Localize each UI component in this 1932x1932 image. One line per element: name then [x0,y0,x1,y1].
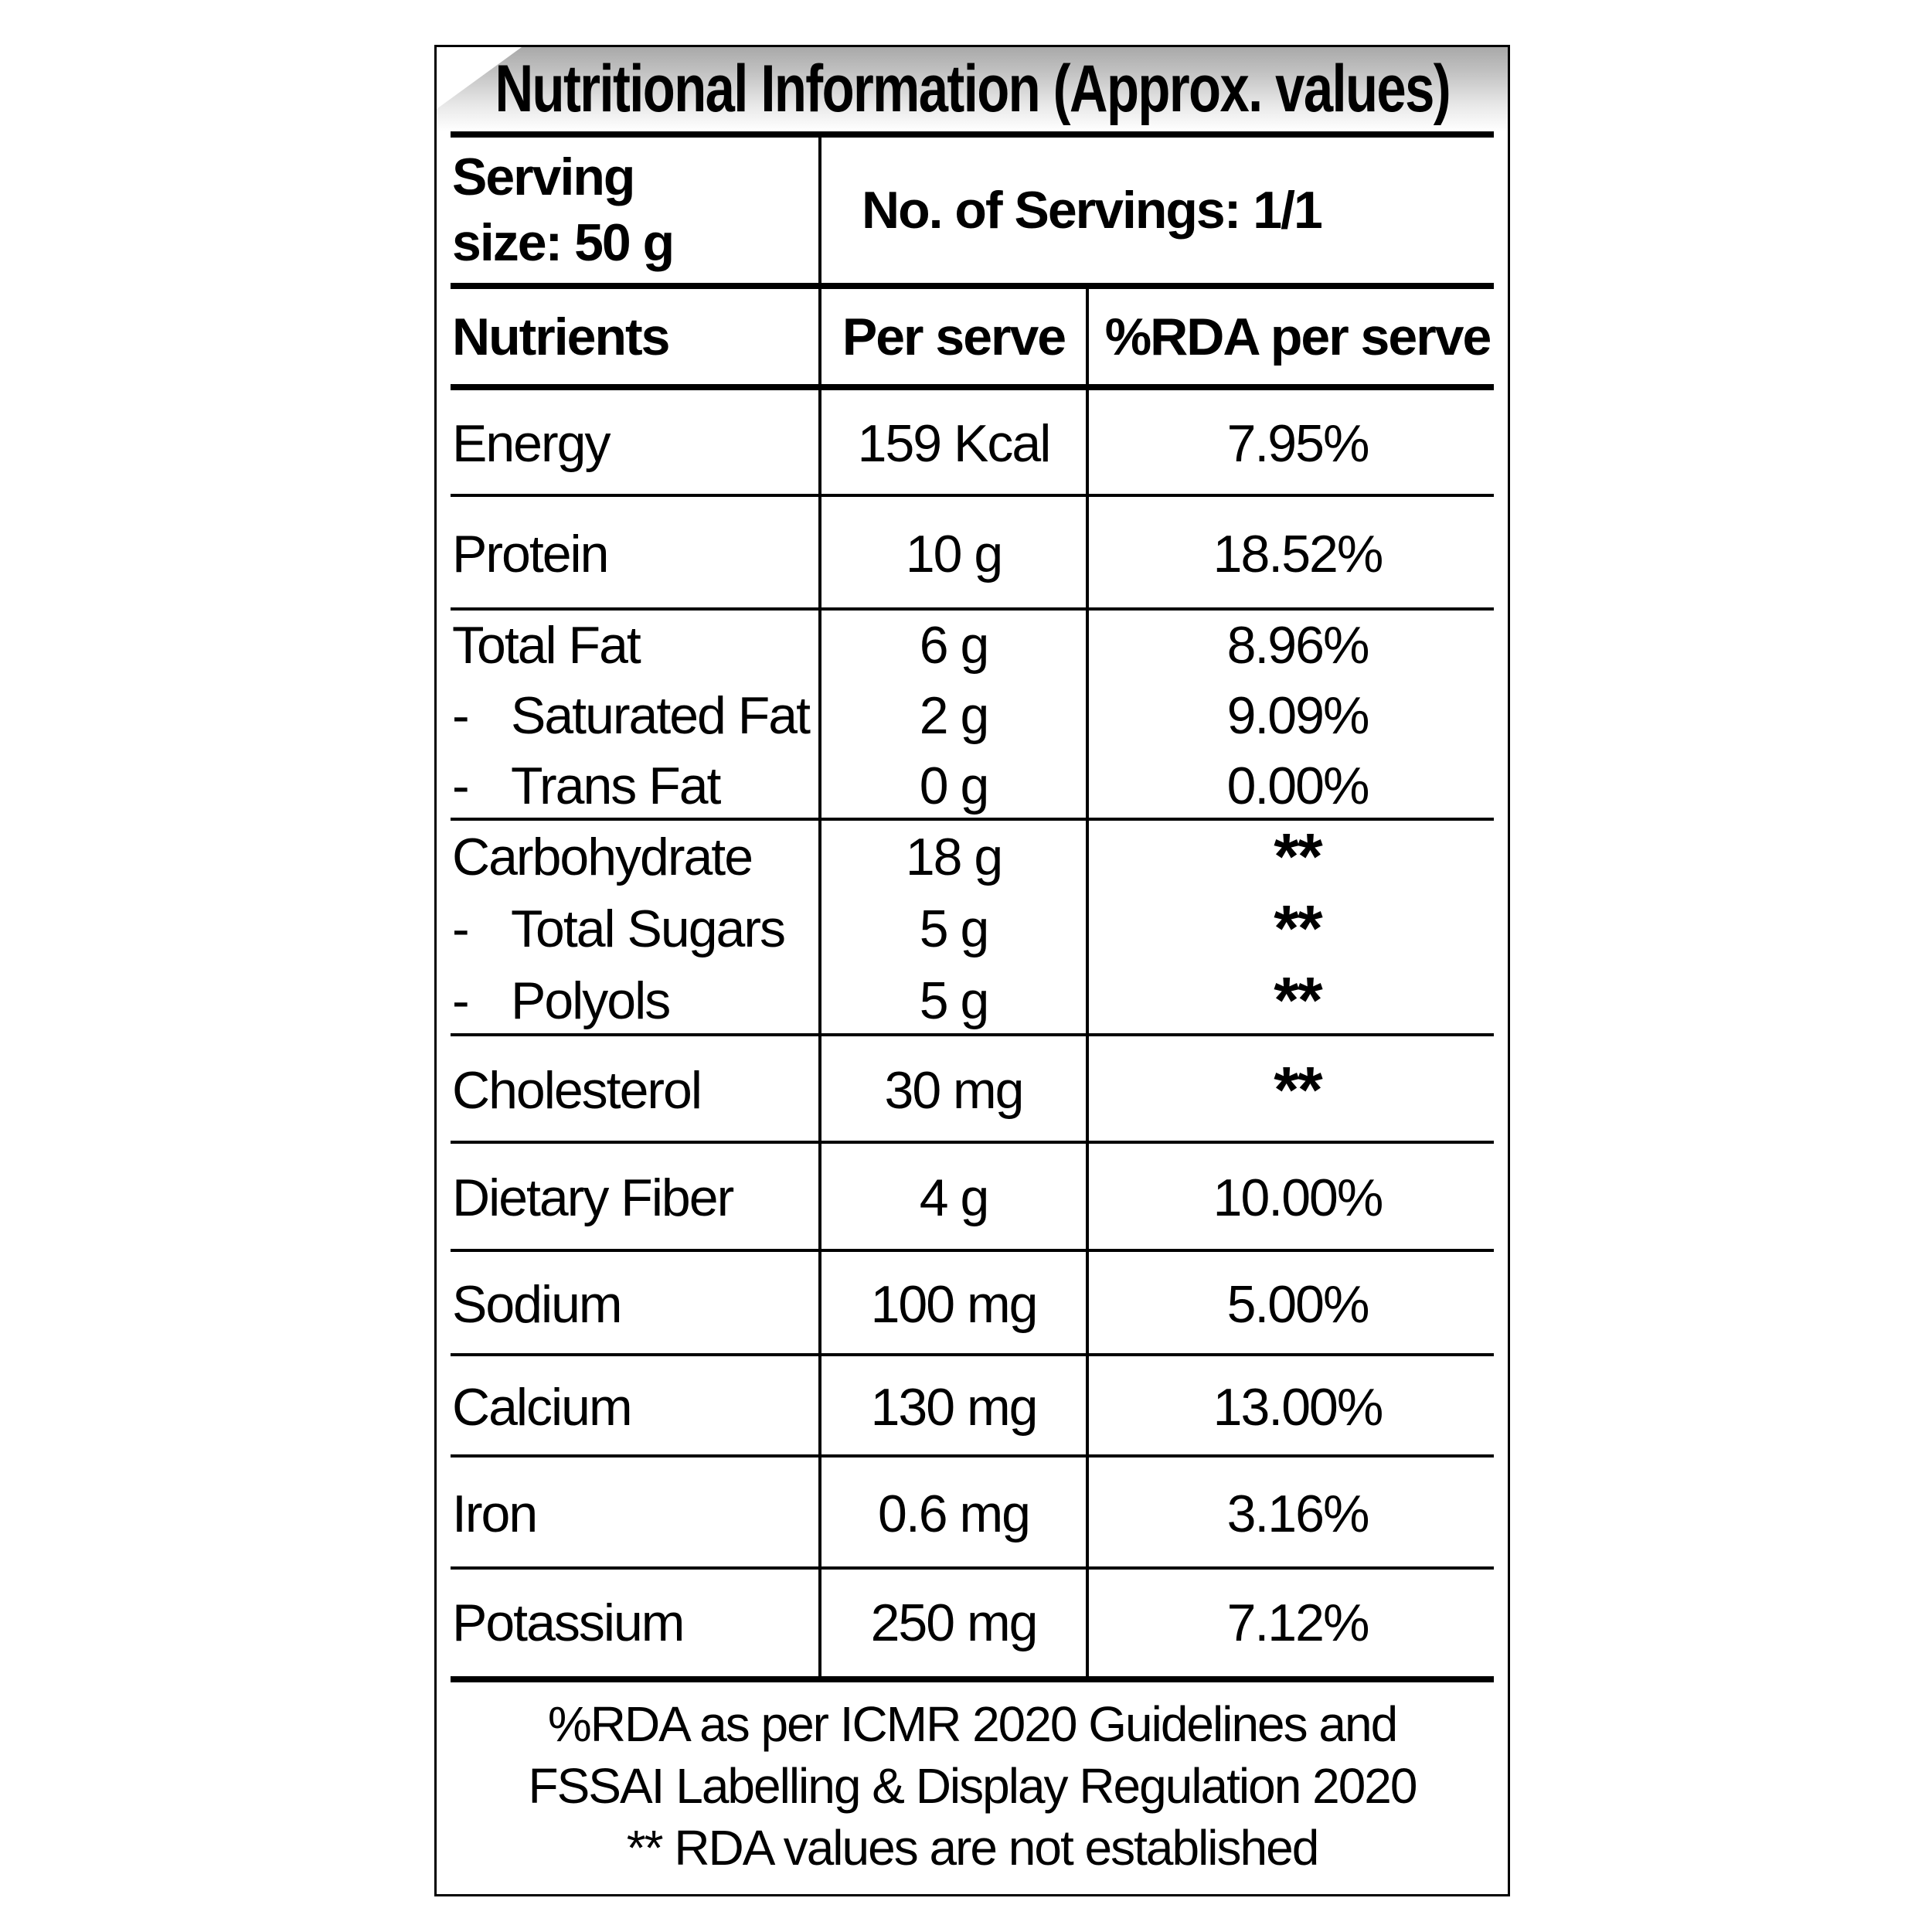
divider-thick [451,384,1494,390]
serving-size-line2: size: 50 g [452,213,675,272]
nutrient-name: Cholesterol [452,1060,702,1120]
rda-value: 8.96% [1226,616,1370,675]
divider-thick [451,283,1494,289]
carb-group-rda: ** ** ** [1087,821,1508,1036]
per-serve-value: 2 g [919,686,990,745]
per-serve-value: 159 Kcal [857,414,1052,473]
serving-size-cell: Serving size: 50 g [437,138,835,283]
per-serve-value: 0.6 mg [878,1484,1031,1543]
divider-thick [451,131,1494,138]
servings-count-text: No. of Servings: 1/1 [862,181,1323,240]
per-serve-value: 250 mg [870,1594,1039,1652]
per-serve-value: 4 g [919,1168,990,1227]
column-header-per-serve: Per serve [842,307,1066,366]
dash-bullet: - [452,686,470,745]
fat-group-rda: 8.96% 9.09% 0.00% [1087,611,1508,821]
label-title: Nutritional Information (Approx. values) [495,52,1451,126]
nutrient-name: Energy [452,414,611,473]
nutrient-name: - Saturated Fat [452,686,811,745]
rda-value: ** [1274,819,1322,893]
per-serve-value: 18 g [905,827,1003,886]
footnote-line: ** RDA values are not established [626,1820,1320,1876]
dash-bullet: - [452,756,470,815]
per-serve-value: 130 mg [870,1377,1039,1437]
footnotes: %RDA as per ICMR 2020 Guidelines and FSS… [437,1682,1508,1894]
per-serve-value: 100 mg [870,1274,1039,1334]
rda-value: 7.12% [1226,1594,1370,1652]
footnote-line: %RDA as per ICMR 2020 Guidelines and [547,1696,1398,1752]
rda-value: 7.95% [1226,414,1370,473]
row-fat-group: Total Fat - Saturated Fat - Trans Fat 6 … [437,611,1508,821]
rda-value: 18.52% [1213,524,1384,583]
carb-group-names: Carbohydrate - Total Sugars - Polyols [437,821,820,1036]
column-header-nutrients: Nutrients [452,307,670,366]
per-serve-value: 5 g [919,899,990,958]
nutrient-name: Iron [452,1484,538,1543]
serving-size-line1: Serving [452,148,635,206]
row-iron: Iron 0.6 mg 3.16% [437,1458,1508,1570]
fat-group-values: 6 g 2 g 0 g [820,611,1087,821]
rda-value: 9.09% [1226,686,1370,745]
label-title-band: Nutritional Information (Approx. values) [437,47,1508,131]
per-serve-value: 6 g [919,616,990,675]
table-header-row: Nutrients Per serve %RDA per serve [437,289,1508,384]
rda-value: 5.00% [1226,1274,1370,1334]
dash-bullet: - [452,971,470,1030]
rda-value: 10.00% [1213,1168,1384,1227]
row-dietary-fiber: Dietary Fiber 4 g 10.00% [437,1144,1508,1252]
divider-thick [451,1676,1494,1682]
row-energy: Energy 159 Kcal 7.95% [437,390,1508,497]
column-divider [1086,289,1089,1676]
nutrient-name: Dietary Fiber [452,1168,734,1227]
per-serve-value: 10 g [905,524,1003,583]
rda-value: ** [1274,891,1322,964]
row-carbohydrate-group: Carbohydrate - Total Sugars - Polyols 18… [437,821,1508,1036]
nutrient-name: - Total Sugars [452,899,786,958]
nutrition-label: Nutritional Information (Approx. values)… [434,45,1510,1896]
rda-value: 0.00% [1226,756,1370,815]
nutrient-name: Sodium [452,1274,623,1334]
row-sodium: Sodium 100 mg 5.00% [437,1252,1508,1356]
nutrient-name: - Polyols [452,971,671,1030]
servings-count-cell: No. of Servings: 1/1 [835,138,1508,283]
nutrient-name: - Trans Fat [452,756,721,815]
column-header-rda: %RDA per serve [1104,307,1492,366]
rda-value: 13.00% [1213,1377,1384,1437]
serving-row: Serving size: 50 g No. of Servings: 1/1 [437,138,1508,283]
rda-value: ** [1274,963,1322,1036]
column-divider [818,138,821,1676]
per-serve-value: 0 g [919,756,990,815]
rda-value: 3.16% [1226,1484,1370,1543]
footnote-line: FSSAI Labelling & Display Regulation 202… [528,1758,1418,1814]
row-protein: Protein 10 g 18.52% [437,497,1508,611]
fat-group-names: Total Fat - Saturated Fat - Trans Fat [437,611,820,821]
dash-bullet: - [452,899,470,958]
nutrient-name: Protein [452,524,609,583]
nutrient-name: Potassium [452,1594,685,1652]
row-cholesterol: Cholesterol 30 mg ** [437,1036,1508,1144]
per-serve-value: 5 g [919,971,990,1030]
carb-group-values: 18 g 5 g 5 g [820,821,1087,1036]
nutrient-name: Carbohydrate [452,827,753,886]
nutrient-name: Calcium [452,1377,633,1437]
nutrient-name: Total Fat [452,616,641,675]
per-serve-value: 30 mg [884,1060,1025,1120]
rda-value: ** [1274,1053,1322,1126]
row-potassium: Potassium 250 mg 7.12% [437,1570,1508,1676]
row-calcium: Calcium 130 mg 13.00% [437,1356,1508,1458]
